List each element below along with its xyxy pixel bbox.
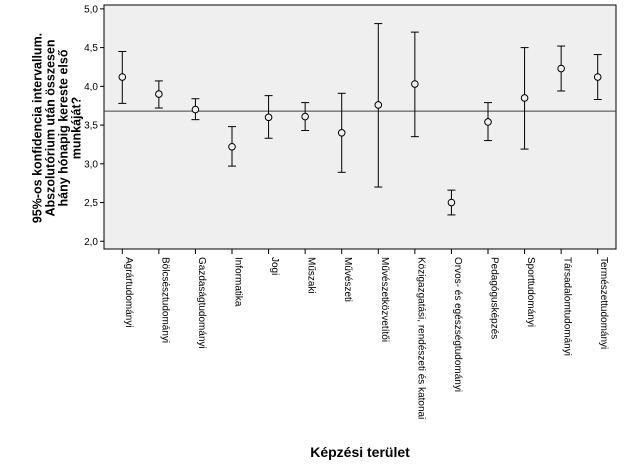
error-bar [520, 47, 529, 150]
y-axis-title: 95%-os konfidencia intervallum. Abszolutó… [31, 33, 84, 223]
x-tick-label: Művészetközvetítői [379, 257, 390, 342]
x-tick-label: Műszaki [306, 257, 317, 294]
error-bar [118, 50, 127, 104]
mean-marker [593, 73, 602, 81]
error-bar [228, 126, 236, 167]
x-tick-label: Természettudományi [598, 257, 609, 349]
y-axis-title-line: 95%-os konfidencia intervallum. [31, 33, 45, 223]
x-axis: Agrártudományi Bölcsésztudományi Gazdaságt… [121, 249, 609, 419]
error-bar [593, 54, 602, 101]
error-bar [484, 102, 492, 142]
error-bar [264, 95, 273, 139]
x-tick-label: Jogi [269, 257, 280, 275]
x-tick-label: Orvos- és egészségtudományi [452, 257, 463, 392]
error-bar [154, 80, 163, 109]
error-bar [301, 102, 310, 131]
error-bar [410, 31, 419, 138]
mean-marker [118, 73, 127, 81]
y-tick-label: 5,0 [84, 4, 98, 15]
mean-marker [374, 101, 383, 109]
mean-marker [411, 80, 419, 88]
x-tick-label: Pedagógusképzés [489, 257, 500, 339]
mean-marker [557, 64, 565, 73]
mean-marker [520, 94, 529, 102]
mean-marker [337, 129, 346, 137]
mean-marker [191, 105, 200, 114]
mean-marker [155, 90, 163, 98]
y-tick-label: 4,0 [84, 82, 98, 93]
x-tick-label: Informatika [233, 257, 244, 307]
x-tick-label: Társadalomtudományi [562, 257, 573, 356]
y-axis: 2,0 2,5 3,0 3,5 4,0 4,5 5,0 [84, 4, 104, 248]
y-axis-title-line: hány hónapig kereste első [57, 49, 71, 206]
y-tick-label: 3,0 [84, 159, 98, 170]
y-axis-title-line: Abszolutórium után összesen [44, 39, 58, 216]
error-bar [191, 98, 200, 121]
x-tick-label: Sporttudományi [525, 257, 536, 327]
x-tick-label: Bölcsésztudományi [159, 257, 170, 343]
y-tick-label: 2,5 [84, 198, 98, 209]
x-tick-label: Művészeti [342, 257, 353, 302]
mean-marker [301, 112, 309, 121]
y-tick-label: 4,5 [84, 43, 98, 54]
y-tick-label: 3,5 [84, 121, 98, 132]
mean-marker [484, 118, 492, 126]
error-bar [374, 23, 383, 188]
x-tick-label: Agrártudományi [123, 257, 134, 328]
x-axis-title: Képzési terület [310, 444, 410, 460]
y-tick-label: 2,0 [84, 237, 98, 248]
error-bar [447, 189, 456, 216]
error-bar [557, 45, 566, 92]
plot-area [103, 4, 617, 250]
error-bar [337, 92, 346, 173]
x-tick-label: Gazdaságtudományi [196, 257, 207, 349]
mean-marker [447, 198, 456, 207]
error-bars [118, 23, 602, 216]
x-tick-label: Közigazgatási, rendészeti és katonai [415, 257, 426, 419]
y-axis-title-line: munkáját? [70, 97, 84, 160]
mean-marker [264, 113, 273, 122]
mean-marker [228, 142, 236, 151]
